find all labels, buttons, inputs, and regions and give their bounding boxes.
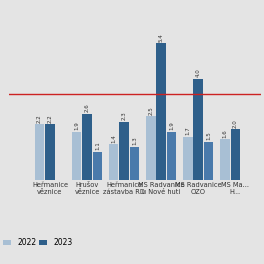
Bar <box>220 139 230 180</box>
Bar <box>194 79 203 180</box>
Bar <box>146 116 155 180</box>
Text: 1.6: 1.6 <box>222 129 227 138</box>
Text: 4.0: 4.0 <box>196 68 201 77</box>
Text: 2.6: 2.6 <box>84 104 89 112</box>
Legend: 2022, 2023: 2022, 2023 <box>1 235 76 250</box>
Bar <box>119 121 129 180</box>
Text: 2.0: 2.0 <box>233 119 238 128</box>
Text: 1.1: 1.1 <box>95 142 100 150</box>
Text: 1.7: 1.7 <box>185 126 190 135</box>
Bar <box>72 132 81 180</box>
Text: 1.9: 1.9 <box>169 121 174 130</box>
Text: 1.5: 1.5 <box>206 131 211 140</box>
Bar <box>109 144 119 180</box>
Text: 1.4: 1.4 <box>111 134 116 143</box>
Bar <box>45 124 55 180</box>
Text: 1.3: 1.3 <box>132 136 137 145</box>
Bar <box>167 132 176 180</box>
Bar <box>156 43 166 180</box>
Bar <box>204 142 213 180</box>
Text: 5.4: 5.4 <box>159 33 164 42</box>
Text: 2.3: 2.3 <box>122 111 126 120</box>
Bar <box>35 124 44 180</box>
Text: 2.2: 2.2 <box>37 114 42 122</box>
Text: 2.2: 2.2 <box>48 114 53 122</box>
Bar <box>230 129 240 180</box>
Text: 1.9: 1.9 <box>74 121 79 130</box>
Bar <box>183 137 193 180</box>
Bar <box>93 152 102 180</box>
Text: 2.5: 2.5 <box>148 106 153 115</box>
Bar <box>130 147 139 180</box>
Bar <box>82 114 92 180</box>
